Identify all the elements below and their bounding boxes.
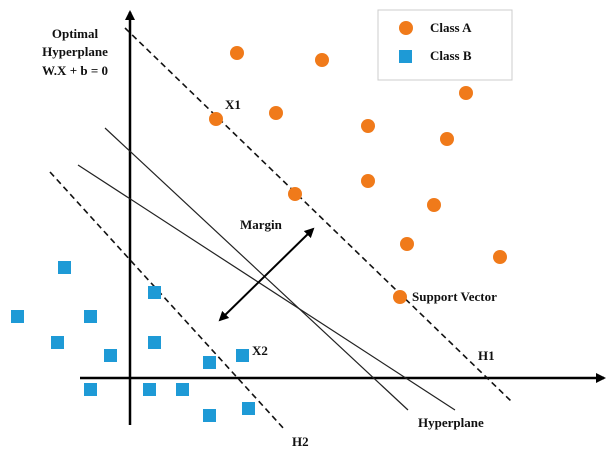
legend-marker (399, 50, 412, 63)
point (427, 198, 441, 212)
annotation: X2 (252, 343, 268, 358)
point (143, 383, 156, 396)
annotation: Support Vector (412, 289, 497, 304)
annotation: X1 (225, 97, 241, 112)
point (84, 310, 97, 323)
point (148, 286, 161, 299)
hyperplane-line (77, 164, 456, 411)
class-a-points (209, 46, 507, 304)
point (459, 86, 473, 100)
point (104, 349, 117, 362)
title-line: W.X + b = 0 (42, 63, 108, 78)
point (440, 132, 454, 146)
point (242, 402, 255, 415)
margin-arrow (218, 227, 315, 322)
point (361, 119, 375, 133)
point (51, 336, 64, 349)
h2-line (49, 171, 286, 431)
point (493, 250, 507, 264)
point (400, 237, 414, 251)
point (288, 187, 302, 201)
point (203, 356, 216, 369)
point (361, 174, 375, 188)
legend-marker (399, 21, 413, 35)
point (269, 106, 283, 120)
point (393, 290, 407, 304)
title-line: Hyperplane (42, 44, 108, 59)
title-line: Optimal (52, 26, 99, 41)
legend-box (377, 9, 513, 81)
legend-label: Class A (430, 20, 472, 35)
annotation: H1 (478, 348, 495, 363)
hyperplane-line (104, 127, 409, 411)
class-b-points (11, 261, 255, 422)
annotation: Hyperplane (418, 415, 484, 430)
legend-label: Class B (430, 48, 472, 63)
point (176, 383, 189, 396)
h1-line (124, 27, 513, 403)
annotation: Margin (240, 217, 283, 232)
point (236, 349, 249, 362)
point (230, 46, 244, 60)
point (203, 409, 216, 422)
point (58, 261, 71, 274)
point (84, 383, 97, 396)
point (315, 53, 329, 67)
point (148, 336, 161, 349)
point (209, 112, 223, 126)
point (11, 310, 24, 323)
annotation: H2 (292, 434, 309, 449)
